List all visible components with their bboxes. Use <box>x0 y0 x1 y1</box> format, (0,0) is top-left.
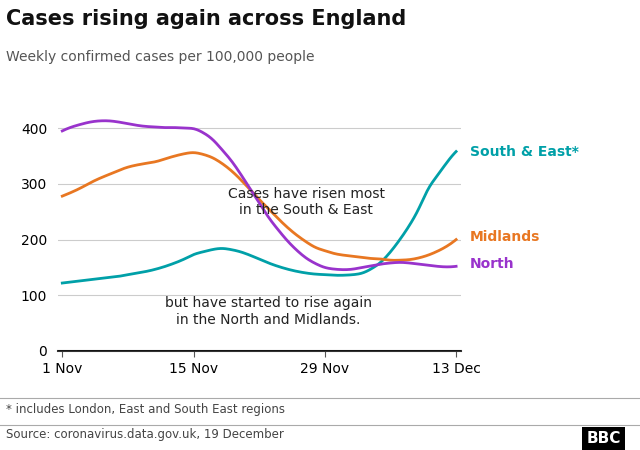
Text: * includes London, East and South East regions: * includes London, East and South East r… <box>6 403 285 416</box>
Text: Source: coronavirus.data.gov.uk, 19 December: Source: coronavirus.data.gov.uk, 19 Dece… <box>6 428 284 441</box>
Text: BBC: BBC <box>586 431 621 446</box>
Text: Midlands: Midlands <box>470 230 541 244</box>
Text: South & East*: South & East* <box>470 144 579 158</box>
Text: Cases have risen most
in the South & East: Cases have risen most in the South & Eas… <box>228 187 385 217</box>
Text: Cases rising again across England: Cases rising again across England <box>6 9 406 29</box>
Text: Weekly confirmed cases per 100,000 people: Weekly confirmed cases per 100,000 peopl… <box>6 50 315 63</box>
Text: North: North <box>470 256 515 270</box>
Text: but have started to rise again
in the North and Midlands.: but have started to rise again in the No… <box>165 297 372 327</box>
